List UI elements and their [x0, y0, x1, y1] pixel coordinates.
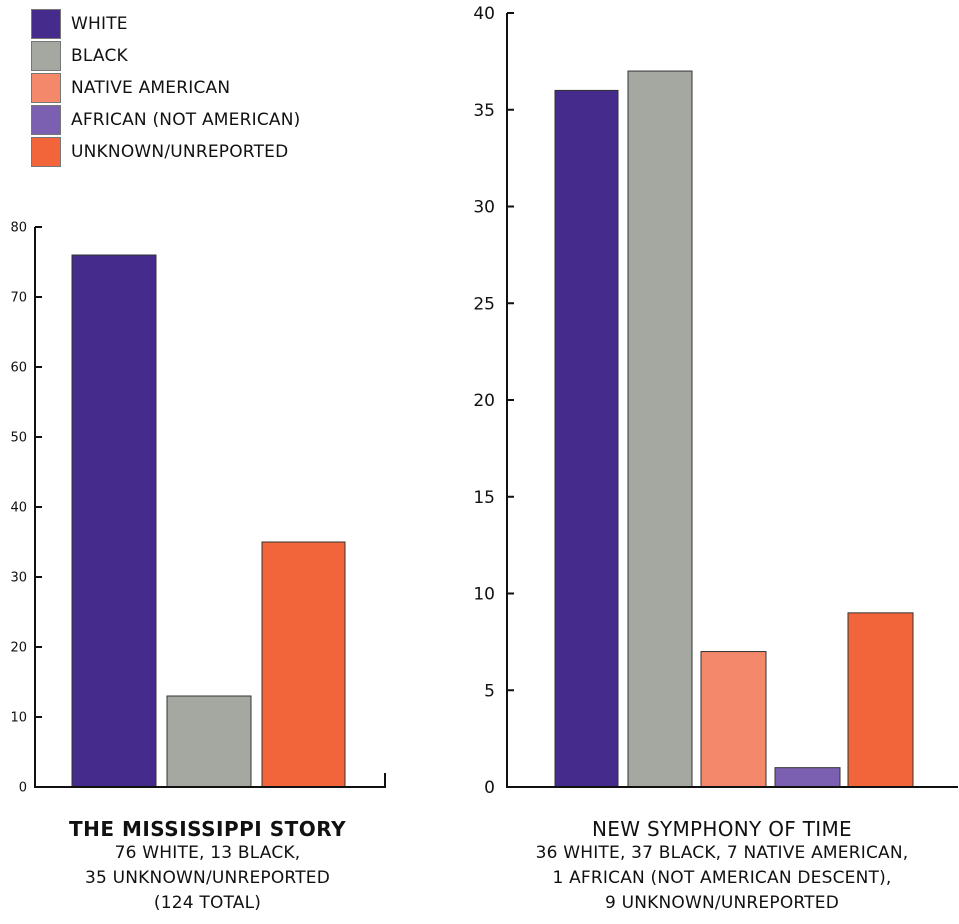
mississippi-bar-black: [166, 695, 252, 788]
new-symphony-caption-line-2: 1 AFRICAN (NOT AMERICAN DESCENT),: [552, 868, 892, 888]
new-symphony-caption-line-3: 9 UNKNOWN/UNREPORTED: [604, 893, 839, 913]
mississippi-story-caption-line-3: (124 TOTAL): [153, 893, 262, 913]
legend-item-black: BLACK: [31, 38, 351, 71]
legend-label-native-american: NATIVE AMERICAN: [71, 78, 231, 98]
legend-swatch-african: [31, 105, 61, 135]
legend-swatch-unknown: [31, 137, 61, 167]
symphony-y-tick-label: 10: [473, 585, 495, 605]
legend-label-white: WHITE: [71, 14, 128, 34]
symphony-y-tick-label: 0: [484, 778, 495, 798]
mississippi-y-tick-label: 30: [10, 571, 27, 586]
mississippi-bar-unknown-unreported: [261, 541, 346, 788]
mississippi-y-tick-label: 60: [10, 361, 27, 376]
symphony-bar-native-american: [700, 651, 767, 788]
symphony-y-tick-label: 5: [484, 681, 495, 701]
symphony-y-tick-label: 30: [473, 198, 495, 218]
mississippi-story-title: THE MISSISSIPPI STORY: [68, 817, 347, 841]
mississippi-bar-white: [71, 254, 157, 788]
legend-label-unknown: UNKNOWN/UNREPORTED: [71, 142, 289, 162]
mississippi-y-tick-label: 70: [10, 291, 27, 306]
symphony-y-tick-label: 25: [473, 294, 495, 314]
mississippi-story-caption-line-1: 76 WHITE, 13 BLACK,: [114, 843, 301, 863]
mississippi-y-tick-label: 50: [10, 431, 27, 446]
symphony-bar-unknown-unreported: [847, 612, 914, 788]
legend: WHITE BLACK NATIVE AMERICAN AFRICAN (NOT…: [31, 6, 351, 167]
mississippi-story-caption-line-2: 35 UNKNOWN/UNREPORTED: [84, 868, 331, 888]
legend-swatch-black: [31, 41, 61, 71]
mississippi-y-tick-label: 40: [10, 501, 27, 516]
symphony-y-tick-label: 20: [473, 391, 495, 411]
mississippi-y-tick-label: 10: [10, 711, 27, 726]
new-symphony-title: NEW SYMPHONY OF TIME: [592, 817, 852, 841]
legend-swatch-native-american: [31, 73, 61, 103]
mississippi-story-caption: THE MISSISSIPPI STORY 76 WHITE, 13 BLACK…: [30, 817, 385, 916]
legend-label-african: AFRICAN (NOT AMERICAN): [71, 110, 301, 130]
legend-item-white: WHITE: [31, 6, 351, 39]
mississippi-y-tick-label: 0: [19, 781, 27, 796]
legend-item-african: AFRICAN (NOT AMERICAN): [31, 102, 351, 135]
symphony-y-tick-label: 40: [473, 4, 495, 24]
mississippi-y-tick-label: 20: [10, 641, 27, 656]
symphony-bar-african-not-american: [774, 767, 841, 788]
legend-swatch-white: [31, 9, 61, 39]
symphony-y-tick-label: 15: [473, 488, 495, 508]
mississippi-plot: 0 10 20 30 40 50 60 70 80: [10, 221, 386, 796]
symphony-plot: 0 5 10 15 20 25 30 35 40: [473, 4, 958, 798]
legend-item-unknown: UNKNOWN/UNREPORTED: [31, 134, 351, 167]
legend-item-native-american: NATIVE AMERICAN: [31, 70, 351, 103]
new-symphony-caption: NEW SYMPHONY OF TIME 36 WHITE, 37 BLACK,…: [502, 817, 942, 916]
new-symphony-caption-line-1: 36 WHITE, 37 BLACK, 7 NATIVE AMERICAN,: [535, 843, 909, 863]
symphony-bar-white: [554, 89, 619, 788]
symphony-bar-black: [627, 70, 693, 788]
symphony-y-tick-label: 35: [473, 101, 495, 121]
legend-label-black: BLACK: [71, 46, 128, 66]
mississippi-y-tick-label: 80: [10, 221, 27, 236]
